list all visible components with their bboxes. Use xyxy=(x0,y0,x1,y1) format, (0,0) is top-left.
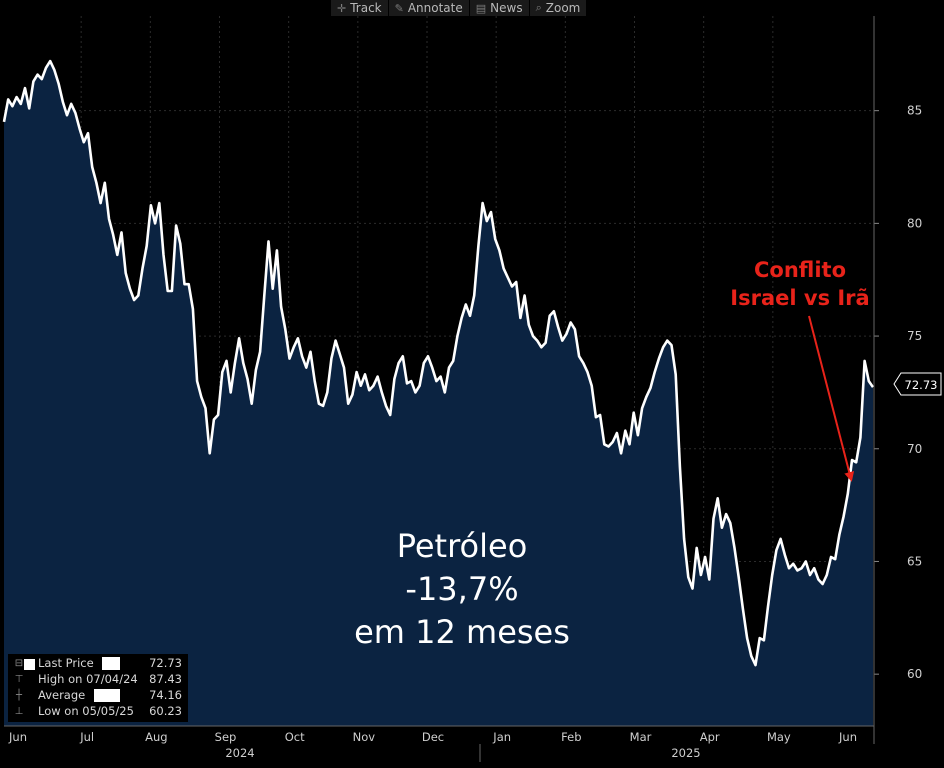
x-tick-label: Jul xyxy=(79,730,94,744)
stat-high-label: High on 07/04/24 xyxy=(38,672,138,686)
newspaper-icon: ▤ xyxy=(475,1,487,15)
x-tick-label: Jun xyxy=(8,730,27,744)
y-tick-label: 85 xyxy=(907,104,922,118)
stat-avg-value: 74.16 xyxy=(149,688,182,702)
pen-icon: ✎ xyxy=(394,1,404,15)
stat-last-value: 72.73 xyxy=(149,656,182,670)
x-tick-label: Dec xyxy=(422,730,444,744)
high-marker-icon: ⊤ xyxy=(14,674,24,685)
low-marker-icon: ⊥ xyxy=(14,706,24,717)
year-label: 2024 xyxy=(225,746,254,760)
headline: Petróleo -13,7% em 12 meses xyxy=(354,527,570,651)
track-button[interactable]: ✛ Track xyxy=(331,0,389,16)
y-tick-label: 80 xyxy=(907,216,922,230)
annotate-button[interactable]: ✎ Annotate xyxy=(388,0,470,16)
stat-low-label: Low on 05/05/25 xyxy=(38,704,134,718)
x-tick-label: Feb xyxy=(561,730,581,744)
y-tick-label: 70 xyxy=(907,442,922,456)
stat-average: ┼ Average 74.16 xyxy=(8,688,188,703)
stat-low-value: 60.23 xyxy=(149,704,182,718)
headline-line-3: em 12 meses xyxy=(354,613,570,651)
headline-line-1: Petróleo xyxy=(397,527,528,565)
annotate-label: Annotate xyxy=(407,1,463,15)
last-price-tag: 72.73 xyxy=(893,372,942,396)
news-button[interactable]: ▤ News xyxy=(469,0,530,16)
statistics-legend: ⊟ Last Price 72.73 ⊤ High on 07/04/24 87… xyxy=(8,654,188,722)
chart-toolbar: ✛ Track ✎ Annotate ▤ News ⌕ Zoom xyxy=(331,0,588,16)
y-tick-label: 60 xyxy=(907,667,922,681)
stat-last-price: ⊟ Last Price 72.73 xyxy=(8,656,188,671)
annotation-line-2: Israel vs Irã xyxy=(730,286,869,310)
annotation-arrow xyxy=(808,315,855,482)
price-line xyxy=(2,59,875,667)
x-tick-label: Mar xyxy=(630,730,652,744)
average-marker-icon: ┼ xyxy=(15,690,23,701)
x-tick-label: Jan xyxy=(492,730,511,744)
x-axis: Jun Jul Aug Sep Oct Nov Dec Jan Feb Mar Apr May Jun 2… xyxy=(4,725,875,762)
track-label: Track xyxy=(350,1,382,15)
magnifier-icon: ⌕ xyxy=(535,1,542,14)
stat-low: ⊥ Low on 05/05/25 60.23 xyxy=(8,704,188,719)
x-tick-label: Oct xyxy=(285,730,305,744)
year-label: 2025 xyxy=(671,746,700,760)
conflict-annotation: Conflito Israel vs Irã xyxy=(730,258,870,482)
y-tick-label: 65 xyxy=(907,554,922,568)
series-swatch-icon xyxy=(24,659,35,670)
stat-last-label: Last Price xyxy=(38,656,94,670)
x-tick-label: Nov xyxy=(353,730,376,744)
annotation-line-1: Conflito xyxy=(754,258,846,282)
x-tick-label: Apr xyxy=(700,730,720,744)
stat-bar xyxy=(94,689,120,702)
last-price-tag-text: 72.73 xyxy=(905,378,938,392)
headline-line-2: -13,7% xyxy=(405,570,518,608)
news-label: News xyxy=(490,1,523,15)
price-area xyxy=(4,61,873,727)
crosshair-icon: ✛ xyxy=(337,1,347,15)
x-tick-label: May xyxy=(767,730,791,744)
stat-bar xyxy=(102,657,120,670)
y-axis: 60 65 70 75 80 85 xyxy=(873,16,922,726)
x-tick-label: Sep xyxy=(215,730,237,744)
stat-avg-label: Average xyxy=(38,688,86,702)
x-tick-label: Aug xyxy=(145,730,167,744)
zoom-button[interactable]: ⌕ Zoom xyxy=(529,0,588,16)
y-tick-label: 75 xyxy=(907,329,922,343)
x-tick-label: Jun xyxy=(838,730,857,744)
collapse-icon[interactable]: ⊟ xyxy=(14,658,24,669)
stat-high: ⊤ High on 07/04/24 87.43 xyxy=(8,672,188,687)
zoom-label: Zoom xyxy=(545,1,581,15)
stat-high-value: 87.43 xyxy=(149,672,182,686)
